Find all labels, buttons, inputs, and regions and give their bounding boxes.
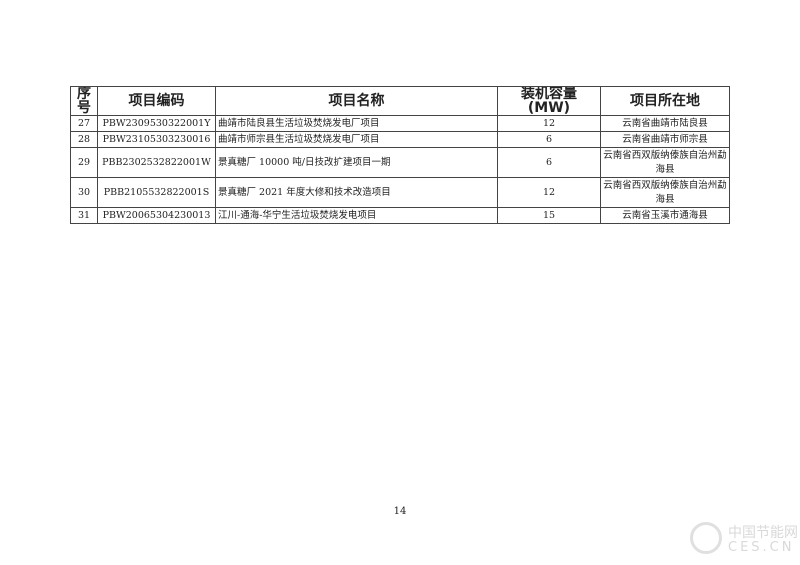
header-code: 项目编码	[97, 86, 216, 116]
cell-index: 30	[70, 177, 98, 208]
table-row: 29 PBB2302532822001W 景真糖厂 10000 吨/日技改扩建项目一…	[70, 147, 730, 178]
watermark-line1: 中国节能网	[728, 525, 798, 541]
cell-capacity: 6	[497, 147, 601, 178]
cell-index: 28	[70, 131, 98, 148]
cell-code: PBB2302532822001W	[97, 147, 216, 178]
project-table: 序号 项目编码 项目名称 装机容量(MW) 项目所在地 27 PBW2309530…	[70, 86, 730, 224]
cell-location: 云南省西双版纳傣族自治州勐海县	[600, 177, 730, 208]
page-number: 14	[393, 506, 407, 517]
table-header: 序号 项目编码 项目名称 装机容量(MW) 项目所在地	[70, 86, 730, 116]
cell-index: 27	[70, 115, 98, 132]
cell-code: PBW20065304230013	[97, 207, 216, 224]
table-row: 27 PBW2309530322001Y 曲靖市陆良县生活垃圾焚烧发电厂项目 12 云南…	[70, 115, 730, 132]
cell-code: PBW2309530322001Y	[97, 115, 216, 132]
cell-name: 江川-通海-华宁生活垃圾焚烧发电项目	[215, 207, 498, 224]
cell-index: 29	[70, 147, 98, 178]
cell-capacity: 12	[497, 177, 601, 208]
cell-name: 景真糖厂 2021 年度大修和技术改造项目	[215, 177, 498, 208]
ces-logo-icon	[690, 522, 722, 554]
table-row: 30 PBB2105532822001S 景真糖厂 2021 年度大修和技术改造项目…	[70, 177, 730, 208]
cell-code: PBW23105303230016	[97, 131, 216, 148]
cell-location: 云南省西双版纳傣族自治州勐海县	[600, 147, 730, 178]
cell-code: PBB2105532822001S	[97, 177, 216, 208]
watermark-line2: CES.CN	[728, 540, 795, 555]
cell-location: 云南省曲靖市陆良县	[600, 115, 730, 132]
header-capacity: 装机容量(MW)	[497, 86, 601, 116]
header-name: 项目名称	[215, 86, 498, 116]
cell-capacity: 15	[497, 207, 601, 224]
cell-name: 景真糖厂 10000 吨/日技改扩建项目一期	[215, 147, 498, 178]
table-row: 31 PBW20065304230013 江川-通海-华宁生活垃圾焚烧发电项目 15 云…	[70, 207, 730, 224]
cell-index: 31	[70, 207, 98, 224]
cell-name: 曲靖市陆良县生活垃圾焚烧发电厂项目	[215, 115, 498, 132]
header-index: 序号	[70, 86, 98, 116]
cell-name: 曲靖市师宗县生活垃圾焚烧发电厂项目	[215, 131, 498, 148]
cell-location: 云南省玉溪市通海县	[600, 207, 730, 224]
cell-location: 云南省曲靖市师宗县	[600, 131, 730, 148]
cell-capacity: 6	[497, 131, 601, 148]
cell-capacity: 12	[497, 115, 601, 132]
table-row: 28 PBW23105303230016 曲靖市师宗县生活垃圾焚烧发电厂项目 6 云南省…	[70, 131, 730, 148]
header-location: 项目所在地	[600, 86, 730, 116]
